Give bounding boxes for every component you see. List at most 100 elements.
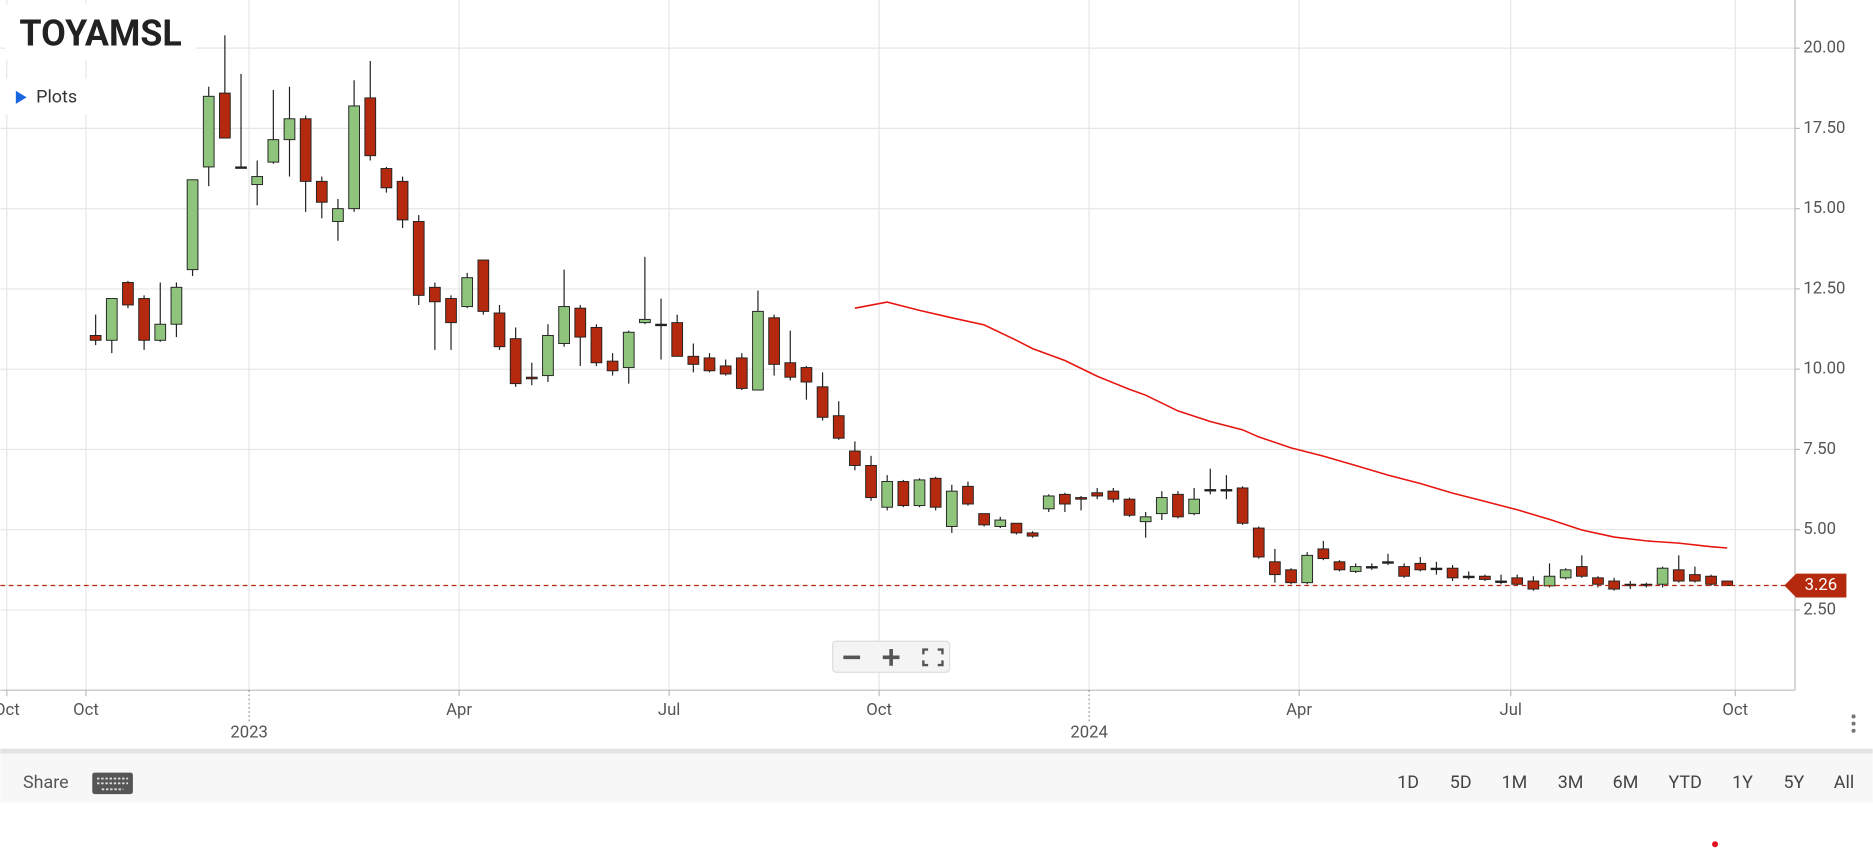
candle bbox=[897, 479, 910, 508]
candle bbox=[1123, 497, 1136, 517]
separator bbox=[0, 748, 1873, 754]
candle bbox=[348, 80, 360, 212]
candle-body bbox=[105, 298, 118, 341]
candle-body bbox=[1220, 489, 1233, 492]
candle bbox=[170, 282, 183, 338]
range-button[interactable]: 1Y bbox=[1732, 772, 1753, 793]
candle bbox=[1656, 566, 1669, 588]
x-tick-label: Apr bbox=[446, 700, 472, 720]
candle-body bbox=[1301, 554, 1314, 584]
last-price-tag bbox=[1784, 573, 1847, 598]
range-button[interactable]: 5Y bbox=[1783, 772, 1804, 793]
candle bbox=[574, 304, 587, 366]
candle bbox=[962, 481, 974, 506]
zoom-out[interactable] bbox=[843, 655, 861, 660]
candle-body bbox=[962, 485, 974, 505]
candle-body bbox=[832, 415, 845, 439]
candle-body bbox=[1155, 497, 1168, 515]
candle-body bbox=[235, 166, 247, 169]
toolbar bbox=[0, 753, 1873, 803]
x-tick-label: Jul bbox=[658, 700, 681, 720]
candle bbox=[445, 295, 457, 350]
keyboard-icon[interactable] bbox=[92, 772, 133, 795]
candle bbox=[396, 176, 409, 228]
candle-body bbox=[671, 322, 684, 357]
candle bbox=[784, 330, 797, 381]
candle-body bbox=[364, 97, 377, 157]
share-button[interactable]: Share bbox=[23, 772, 69, 793]
more-menu[interactable] bbox=[1851, 714, 1856, 733]
candle-body bbox=[945, 490, 958, 527]
candle bbox=[913, 478, 926, 508]
candle-body bbox=[994, 519, 1007, 527]
candle-body bbox=[1075, 497, 1087, 500]
candle-body bbox=[1285, 569, 1297, 584]
candle-body bbox=[849, 450, 861, 466]
candle-body bbox=[1091, 492, 1104, 497]
candle bbox=[1236, 486, 1249, 525]
candle bbox=[1333, 560, 1346, 572]
candle bbox=[1026, 531, 1039, 538]
candle-body bbox=[897, 481, 910, 507]
candle bbox=[1285, 568, 1297, 585]
y-tick-label: 2.50 bbox=[1803, 599, 1836, 619]
candle bbox=[429, 282, 441, 350]
candle-body bbox=[122, 282, 134, 306]
candle-body bbox=[881, 481, 894, 508]
candle-body bbox=[1139, 516, 1152, 523]
range-button[interactable]: 6M bbox=[1613, 772, 1639, 793]
candle-body bbox=[170, 286, 183, 325]
candle-body bbox=[251, 176, 264, 186]
range-button[interactable]: All bbox=[1834, 772, 1854, 793]
candle bbox=[687, 343, 700, 373]
candle bbox=[283, 86, 296, 177]
year-tick-label: 2024 bbox=[1070, 723, 1108, 743]
candle-body bbox=[703, 357, 716, 372]
candle-body bbox=[461, 277, 474, 308]
candle bbox=[1139, 512, 1152, 538]
candle-body bbox=[1705, 575, 1717, 585]
candle-body bbox=[1462, 575, 1475, 579]
range-button[interactable]: YTD bbox=[1669, 772, 1702, 793]
x-tick-label: Oct bbox=[866, 700, 892, 720]
candle-body bbox=[978, 513, 990, 526]
candle-body bbox=[380, 168, 393, 189]
candle bbox=[800, 365, 813, 400]
range-button[interactable]: 1D bbox=[1397, 772, 1419, 793]
candle-body bbox=[202, 95, 215, 168]
candle bbox=[1301, 552, 1314, 585]
candle bbox=[655, 298, 667, 360]
candle-body bbox=[1349, 566, 1362, 572]
plots-label[interactable]: Plots bbox=[36, 87, 77, 108]
candle bbox=[1075, 495, 1087, 511]
zoom-in[interactable] bbox=[882, 648, 900, 666]
candle-body bbox=[1042, 495, 1055, 510]
candle bbox=[219, 35, 231, 139]
candle-body bbox=[332, 208, 344, 222]
candle bbox=[849, 441, 861, 471]
candle-body bbox=[315, 180, 328, 203]
candle-body bbox=[1479, 575, 1491, 580]
candle bbox=[1511, 574, 1524, 586]
candle-body bbox=[800, 367, 813, 383]
candle-body bbox=[1446, 567, 1459, 579]
candle-body bbox=[429, 286, 441, 303]
candle-body bbox=[1172, 493, 1184, 518]
fullscreen[interactable] bbox=[922, 648, 944, 667]
candle-body bbox=[655, 323, 667, 327]
chart-title: TOYAMSL bbox=[19, 12, 181, 54]
candle bbox=[590, 324, 603, 366]
candle bbox=[1172, 491, 1184, 519]
range-button[interactable]: 5D bbox=[1450, 772, 1472, 793]
candle bbox=[1672, 555, 1685, 583]
candle bbox=[1252, 526, 1265, 559]
candle-body bbox=[477, 259, 490, 312]
range-button[interactable]: 3M bbox=[1558, 772, 1584, 793]
candle bbox=[816, 372, 829, 421]
y-tick-label: 7.50 bbox=[1803, 439, 1836, 459]
candle bbox=[994, 516, 1007, 529]
y-tick-label: 17.50 bbox=[1803, 118, 1845, 138]
moving-average-line bbox=[854, 301, 1728, 549]
range-button[interactable]: 1M bbox=[1502, 772, 1528, 793]
x-tick-label: Jul bbox=[1499, 700, 1522, 720]
